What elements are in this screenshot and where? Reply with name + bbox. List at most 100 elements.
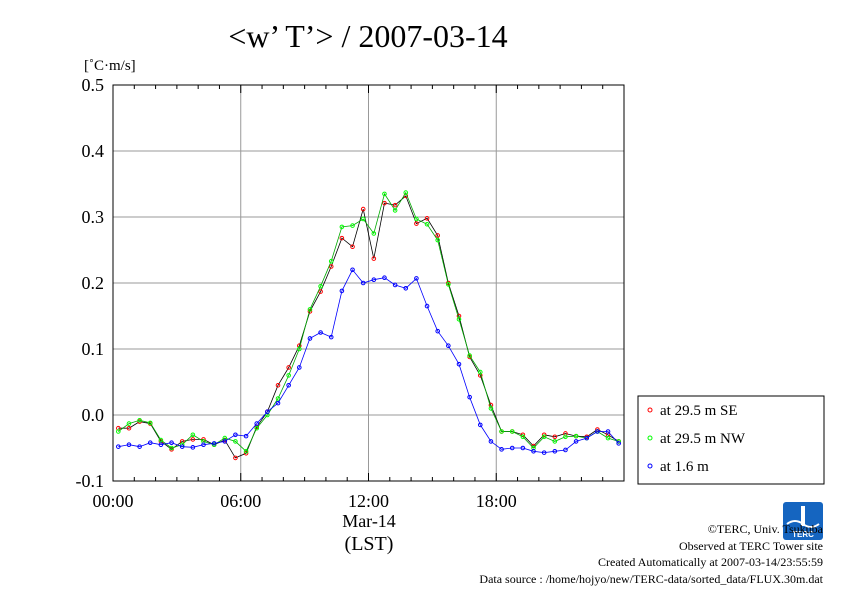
legend-marker-1 [647, 435, 653, 441]
series-point-2 [477, 422, 483, 428]
series-point-1 [339, 224, 345, 230]
series-point-0 [414, 221, 419, 226]
series-point-1 [477, 369, 483, 375]
legend-label-2: at 1.6 m [660, 459, 709, 475]
series-point-1 [233, 439, 238, 444]
series-point-2 [446, 343, 451, 349]
series-point-2 [201, 442, 206, 448]
series-point-1 [446, 282, 451, 287]
series-point-2 [584, 435, 590, 441]
x-axis-label: (LST) [345, 533, 394, 555]
series-point-0 [392, 202, 398, 208]
legend-marker-0 [647, 407, 653, 413]
series-point-2 [509, 445, 515, 451]
y-tick-label: 0.3 [82, 207, 105, 227]
legend: at 29.5 m SE at 29.5 m NW at 1.6 m [637, 395, 825, 485]
y-tick-labels: -0.1 0.0 0.1 0.2 0.3 0.4 0.5 [76, 75, 105, 491]
series-point-2 [158, 442, 164, 448]
x-axis-date-label: Mar-14 [342, 511, 396, 531]
series-point-2 [297, 365, 302, 370]
series-point-0 [382, 200, 387, 206]
series-point-1 [467, 353, 472, 358]
y-tick-label: 0.5 [82, 75, 105, 95]
series-point-1 [403, 190, 409, 195]
series-point-0 [126, 425, 132, 431]
chart-title: <w’ T’> / 2007-03-14 [228, 18, 507, 54]
series-point-2 [520, 445, 526, 451]
y-tick-label: 0.0 [82, 405, 105, 425]
series-point-0 [552, 434, 558, 440]
terc-logo-text: TERC [792, 530, 814, 539]
series-point-2 [307, 336, 313, 341]
series-point-2 [339, 288, 345, 294]
series-point-1 [499, 429, 504, 434]
series-point-1 [243, 449, 249, 454]
series-group [116, 190, 621, 461]
series-point-2 [318, 330, 323, 335]
series-point-2 [328, 334, 334, 340]
series-point-1 [488, 406, 494, 411]
series-point-1 [328, 258, 334, 264]
series-point-2 [563, 447, 568, 453]
x-tick-label: 06:00 [220, 491, 261, 511]
series-point-1 [190, 432, 196, 438]
series-point-0 [424, 216, 430, 221]
series-point-0 [190, 437, 196, 442]
series-point-2 [371, 277, 377, 283]
series-point-1 [435, 237, 440, 243]
legend-marker-2 [647, 463, 653, 469]
series-point-2 [392, 282, 398, 288]
legend-box [637, 395, 825, 485]
series-point-2 [605, 429, 611, 434]
series-point-2 [467, 394, 472, 400]
series-point-0 [275, 383, 281, 388]
series-point-0 [350, 244, 355, 249]
terc-logo-wave-icon [786, 520, 820, 528]
series-point-2 [403, 285, 409, 291]
series-point-2 [552, 449, 558, 454]
series-point-2 [137, 444, 142, 449]
series-point-0 [328, 264, 334, 269]
series-point-1 [147, 420, 153, 426]
series-point-0 [339, 235, 345, 241]
y-tick-label: 0.2 [82, 273, 105, 293]
y-tick-label: 0.1 [82, 339, 105, 359]
terc-logo-tower-icon [801, 506, 805, 526]
series-point-2 [541, 450, 547, 455]
series-point-1 [297, 346, 302, 352]
series-point-1 [392, 208, 398, 213]
series-point-1 [350, 223, 355, 228]
series-point-2 [350, 267, 355, 273]
series-point-2 [573, 439, 579, 444]
series-point-2 [254, 421, 260, 426]
legend-label-0: at 29.5 m SE [660, 403, 738, 419]
series-point-2 [499, 447, 504, 452]
series-point-1 [169, 445, 174, 451]
y-tick-label: 0.4 [82, 141, 105, 161]
series-point-1 [318, 284, 323, 289]
terc-logo: TERC [783, 502, 823, 540]
series-point-1 [520, 434, 526, 440]
series-point-2 [275, 400, 281, 406]
series-point-1 [424, 221, 430, 227]
x-tick-label: 00:00 [92, 491, 133, 511]
series-point-2 [595, 429, 600, 434]
series-point-1 [605, 435, 611, 441]
series-point-2 [382, 275, 387, 281]
series-point-1 [286, 373, 291, 378]
series-point-2 [222, 439, 228, 444]
plot-frame [112, 84, 625, 482]
series-point-0 [435, 233, 440, 238]
series-point-1 [541, 434, 547, 440]
series-point-1 [254, 425, 260, 431]
series-point-2 [233, 432, 238, 438]
series-point-2 [243, 433, 249, 439]
series-point-1 [563, 434, 568, 440]
series-point-1 [552, 439, 558, 444]
series-point-1 [414, 216, 419, 222]
series-point-2 [147, 440, 153, 446]
series-point-0 [371, 256, 377, 261]
series-point-2 [211, 441, 217, 446]
footer-copyright: ©TERC, Univ. Tsukuba [708, 522, 824, 536]
